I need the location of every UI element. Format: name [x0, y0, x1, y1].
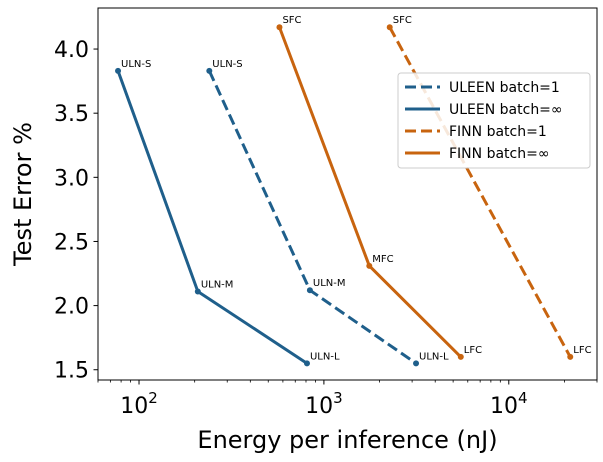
y-tick-label: 3.0 [54, 166, 89, 191]
y-axis-label: Test Error % [9, 122, 37, 267]
x-tick-label: 103 [305, 389, 343, 419]
legend-box [397, 72, 591, 169]
y-tick-label: 4.0 [54, 38, 89, 63]
data-point [276, 24, 283, 31]
x-axis-ticks: 102 103 104 [120, 380, 528, 419]
point-annotation: ULN-M [201, 279, 234, 290]
series-1: ULN-S ULN-M ULN-L [115, 59, 340, 367]
series-0: ULN-S ULN-M ULN-L [206, 59, 449, 367]
data-point [567, 353, 574, 360]
series-line [116, 69, 309, 365]
x-axis-label: Energy per inference (nJ) [197, 426, 497, 454]
data-point [303, 360, 310, 367]
legend-label: FINN batch=1 [449, 124, 547, 140]
data-point [386, 24, 393, 31]
data-point [457, 353, 464, 360]
y-tick-label: 2.5 [54, 230, 89, 255]
point-annotation: ULN-M [313, 278, 346, 289]
y-tick-label: 3.5 [54, 102, 89, 127]
series-3: SFC MFC LFC [276, 15, 482, 360]
data-point [366, 262, 373, 269]
data-point [413, 360, 420, 367]
legend-label: ULEEN batch=∞ [449, 102, 563, 118]
y-axis-ticks: 1.5 2.0 2.5 3.0 3.5 4.0 [54, 38, 98, 384]
data-point [306, 287, 313, 294]
point-annotation: SFC [393, 15, 412, 26]
series-line [388, 26, 572, 358]
point-annotation: ULN-S [212, 59, 242, 70]
legend-label: ULEEN batch=1 [449, 80, 560, 96]
data-point [115, 67, 122, 74]
x-tick-label: 102 [120, 389, 158, 419]
point-annotation: LFC [464, 345, 482, 356]
legend-label: FINN batch=∞ [449, 146, 550, 162]
plot-frame [97, 7, 598, 381]
series-layer: ULN-S ULN-M ULN-L ULN-S ULN-M ULN-L SFC LFC SFC M… [115, 15, 592, 367]
point-annotation: SFC [282, 15, 301, 26]
data-point [206, 67, 213, 74]
data-point [194, 288, 201, 295]
y-tick-label: 2.0 [54, 295, 89, 320]
point-annotation: MFC [372, 254, 393, 265]
point-annotation: ULN-L [310, 351, 340, 362]
y-tick-label: 1.5 [54, 359, 89, 384]
legend: ULEEN batch=1 ULEEN batch=∞ FINN batch=1 FI… [397, 72, 591, 169]
x-tick-label: 104 [490, 389, 528, 419]
point-annotation: LFC [573, 345, 591, 356]
point-annotation: ULN-S [121, 59, 151, 70]
series-2: SFC LFC [386, 15, 592, 360]
point-annotation: ULN-L [419, 351, 449, 362]
